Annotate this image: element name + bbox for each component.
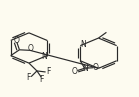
Text: N: N <box>82 64 88 73</box>
Text: N: N <box>80 40 86 49</box>
Text: F: F <box>46 68 50 76</box>
Text: O: O <box>13 36 19 45</box>
Text: ·: · <box>97 64 99 73</box>
Text: F: F <box>27 73 31 82</box>
Text: F: F <box>39 75 44 84</box>
Text: +: + <box>85 65 90 70</box>
Text: O: O <box>72 67 78 76</box>
Text: O: O <box>27 44 33 53</box>
Text: N: N <box>41 52 47 61</box>
Text: O: O <box>93 63 99 72</box>
